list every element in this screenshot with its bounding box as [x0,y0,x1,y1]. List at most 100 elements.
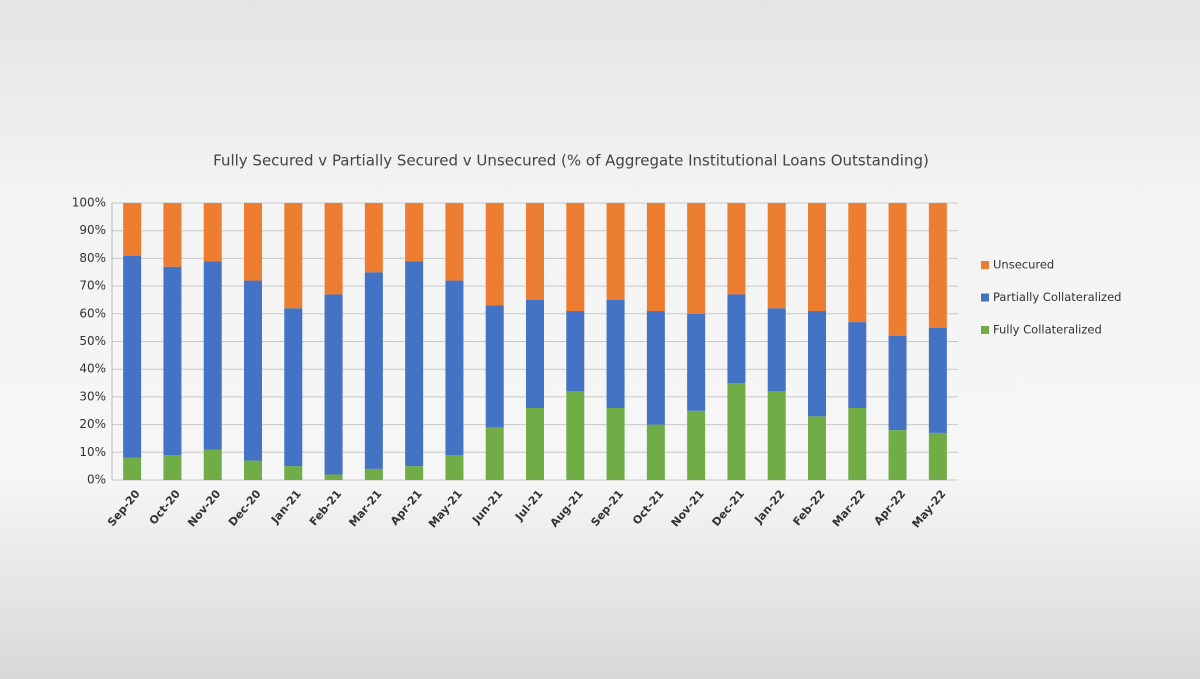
bar-segment [606,407,625,480]
bar-segment [364,272,383,469]
bar-segment [485,427,504,480]
bar-segment [928,203,947,328]
x-tick-label: Aug-21 [548,488,586,530]
bar-segment [928,432,947,480]
y-tick-label: 10% [79,445,106,459]
bar-segment [405,203,424,262]
x-tick-label: Dec-21 [709,488,747,529]
legend-label: Unsecured [993,258,1054,272]
bar-segment [526,203,544,300]
x-tick-label: Oct-21 [630,488,666,528]
bar-segment [324,294,343,475]
bar-segment [203,203,222,262]
bar-segment [244,203,262,281]
bar-segment [485,203,504,306]
bar-segment [767,308,786,392]
x-tick-label: Mar-21 [346,488,384,530]
x-tick-label: Jan-21 [268,488,304,527]
bar-segment [808,203,826,312]
y-tick-label: 40% [79,362,106,376]
bar-segment [123,457,142,480]
bar-segment [928,327,947,433]
bar-segment [445,280,464,456]
bar-segment [566,311,585,392]
bar-segment [163,266,182,456]
x-tick-label: Apr-21 [388,488,425,528]
y-tick-label: 60% [79,306,106,320]
bar-segment [888,335,907,431]
bar-segment [526,299,544,408]
bar-segment [646,203,665,312]
bar-segment [727,203,746,295]
x-tick-label: Jul-21 [512,488,545,524]
x-tick-label: May-21 [426,488,465,531]
y-tick-label: 80% [79,251,106,265]
bar-segment [163,203,182,267]
bar-segment [727,383,746,480]
bar-segment [848,322,867,408]
x-tick-label: Jan-22 [751,488,787,527]
y-tick-label: 90% [79,223,106,237]
y-tick-label: 70% [79,279,106,293]
bar-segment [203,449,222,480]
bar-segment [203,261,222,450]
x-tick-label: Nov-21 [669,488,707,530]
bar-segment [888,203,907,336]
x-tick-label: Jun-21 [469,488,505,527]
bar-segment [848,203,867,323]
bar-segment [445,203,464,281]
chart-title: Fully Secured v Partially Secured v Unse… [213,152,929,170]
bar-segment [687,203,706,314]
bar-segment [284,466,303,480]
bar-segment [364,468,383,480]
x-tick-label: Nov-20 [185,487,223,529]
bar-segment [646,311,665,425]
x-tick-label: Sep-21 [588,488,626,529]
bar-segment [284,308,303,467]
bar-segment [687,410,706,480]
legend-swatch [981,326,989,334]
legend-label: Fully Collateralized [993,323,1102,337]
bar-segment [566,391,585,480]
bar-segment [123,255,142,458]
bar-segment [767,203,786,309]
legend-swatch [981,293,989,302]
bar-segment [405,261,424,467]
bar-segment [244,280,262,461]
bar-segment [324,474,343,480]
y-tick-label: 0% [87,473,106,487]
x-tick-label: May-22 [910,488,949,531]
x-tick-label: Dec-20 [226,487,264,529]
bar-segment [727,294,746,384]
bar-segment [324,203,343,295]
bar-segment [808,311,826,417]
legend-swatch [981,261,989,269]
bar-segment [606,203,625,300]
bar-segment [566,203,585,312]
x-tick-label: Sep-20 [105,487,143,529]
bar-segment [405,466,424,480]
bar-segment [445,455,464,480]
x-tick-label: Feb-22 [790,488,827,529]
bar-segment [485,305,504,428]
y-tick-label: 30% [79,389,106,403]
bar-segment [606,299,625,408]
bar-segment [767,391,786,480]
x-tick-label: Oct-20 [147,487,184,527]
legend-label: Partially Collateralized [993,290,1121,304]
y-tick-label: 50% [79,334,106,348]
x-tick-label: Mar-22 [830,488,868,530]
bar-segment [163,455,182,480]
bar-segment [526,407,544,480]
bar-segment [848,407,867,480]
bar-segment [364,203,383,273]
bar-segment [284,203,303,309]
bar-segment [646,424,665,480]
y-tick-label: 20% [79,417,106,431]
bar-segment [244,460,262,480]
x-tick-label: Feb-21 [307,488,344,529]
bar-segment [123,203,142,256]
bar-segment [888,430,907,480]
bar-segment [808,416,826,480]
